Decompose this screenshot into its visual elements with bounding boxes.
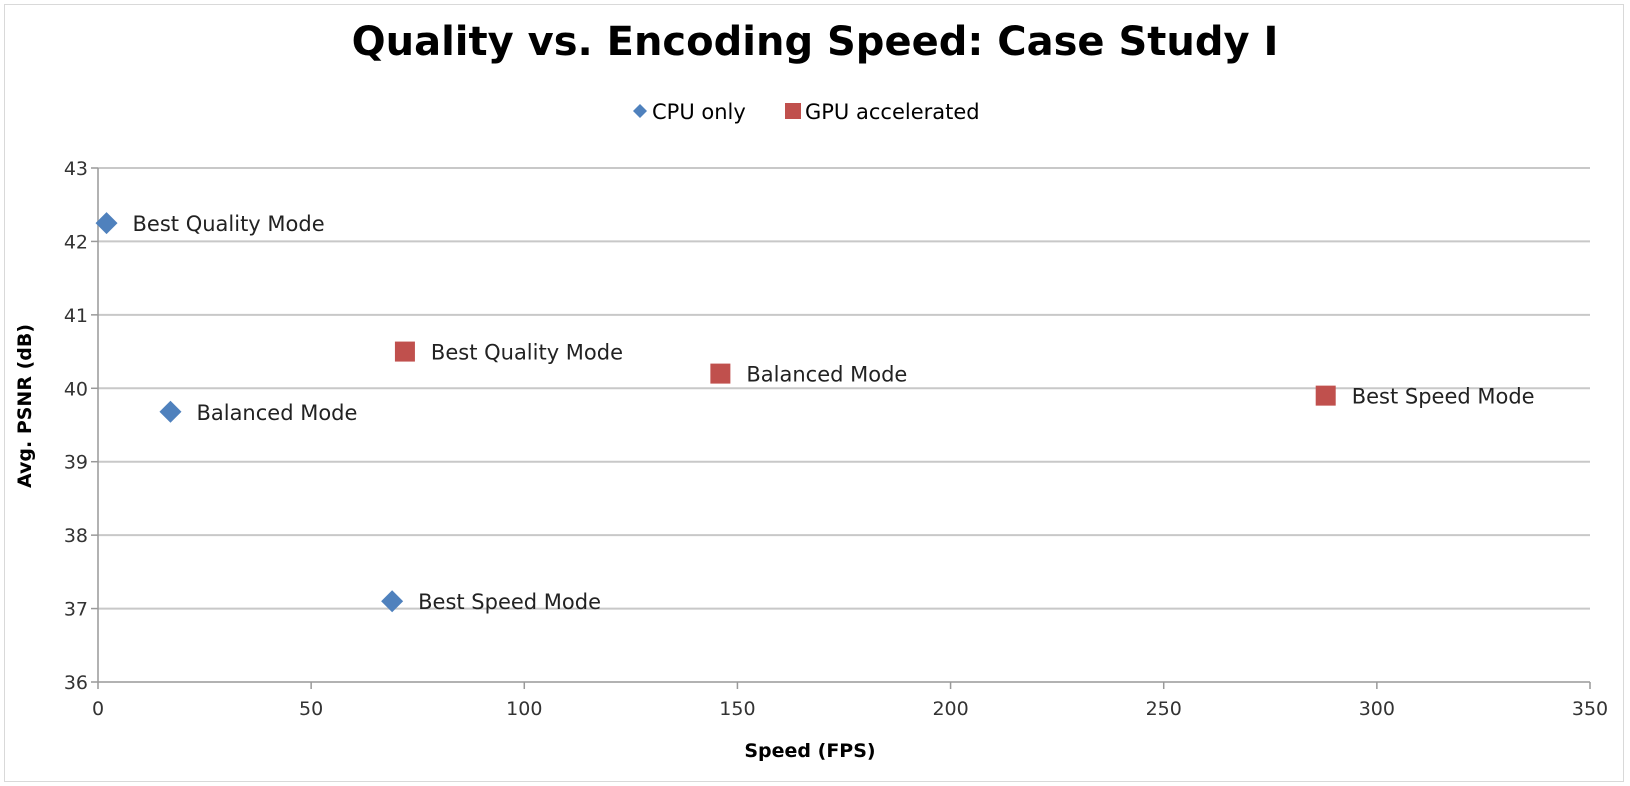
data-label: Best Speed Mode: [418, 590, 601, 614]
y-tick-label: 41: [64, 305, 88, 327]
y-axis-label: Avg. PSNR (dB): [14, 324, 36, 488]
x-tick-label: 0: [92, 698, 104, 720]
legend-marker-cpu: [633, 104, 647, 118]
y-tick-label: 39: [64, 452, 88, 474]
x-tick-label: 300: [1359, 698, 1395, 720]
x-tick-label: 100: [506, 698, 542, 720]
y-tick-label: 36: [64, 672, 88, 694]
x-tick-label: 250: [1146, 698, 1182, 720]
gridlines: [98, 167, 1590, 610]
legend-label: CPU only: [652, 100, 746, 124]
x-axis-ticks: 0 50 100 150 200 250 300 350: [92, 682, 1608, 720]
legend: CPU only GPU accelerated: [633, 100, 980, 124]
y-tick-label: 38: [64, 525, 88, 547]
cpu-point-0: [95, 212, 118, 235]
y-tick-label: 42: [64, 231, 88, 253]
x-tick-label: 200: [932, 698, 968, 720]
data-points: Best Quality Mode Balanced Mode Best Speed…: [95, 212, 1535, 614]
x-tick-label: 150: [719, 698, 755, 720]
x-axis-label: Speed (FPS): [744, 740, 875, 762]
y-tick-label: 40: [64, 378, 88, 400]
y-tick-label: 43: [64, 158, 88, 180]
x-tick-label: 350: [1572, 698, 1608, 720]
cpu-point-1: [159, 400, 182, 423]
data-label: Best Speed Mode: [1352, 385, 1535, 409]
chart-frame: [4, 4, 1624, 782]
gpu-point-2: [1315, 385, 1336, 406]
legend-label: GPU accelerated: [805, 100, 980, 124]
legend-marker-gpu: [785, 103, 801, 119]
chart-title: Quality vs. Encoding Speed: Case Study I: [352, 19, 1279, 65]
gpu-point-1: [710, 363, 731, 384]
x-tick-label: 50: [299, 698, 323, 720]
y-axis-ticks: 36 37 38 39 40 41 42 43: [64, 158, 98, 694]
cpu-point-2: [381, 590, 404, 613]
data-label: Balanced Mode: [196, 401, 357, 425]
data-label: Best Quality Mode: [133, 212, 325, 236]
data-label: Best Quality Mode: [431, 341, 623, 365]
axes: [97, 168, 1590, 683]
data-label: Balanced Mode: [746, 363, 907, 387]
gpu-point-0: [394, 341, 415, 362]
y-tick-label: 37: [64, 599, 88, 621]
